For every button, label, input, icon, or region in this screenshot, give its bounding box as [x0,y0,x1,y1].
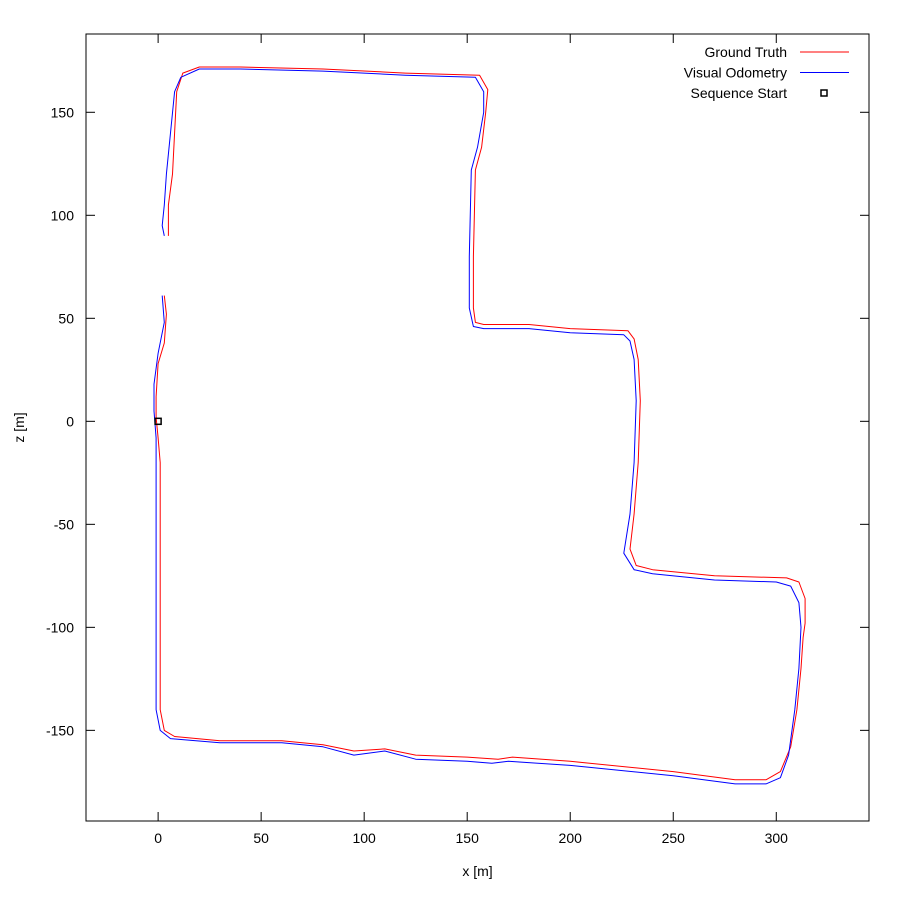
x-tick-label: 50 [253,830,269,846]
x-tick-label: 200 [559,830,583,846]
x-axis-label: x [m] [462,863,492,879]
x-tick-label: 100 [352,830,376,846]
y-tick-label: 0 [66,413,74,429]
y-tick-label: -50 [54,516,74,532]
plot-area [85,33,870,822]
x-tick-label: 300 [765,830,789,846]
x-tick-label: 250 [662,830,686,846]
y-axis: -150 -100 -50 0 50 100 150 [46,104,869,738]
x-tick-label: 150 [456,830,480,846]
legend-label-visual-odometry: Visual Odometry [684,65,787,81]
legend-swatch-sequence-start [820,89,828,97]
y-axis-label: z [m] [11,412,27,442]
legend-label-ground-truth: Ground Truth [705,44,788,60]
legend-label-sequence-start: Sequence Start [690,85,787,101]
x-tick-label: 0 [154,830,162,846]
y-tick-label: -100 [46,619,74,635]
visual-odometry-line [153,68,802,785]
x-axis: 0 50 100 150 200 250 300 [154,34,788,846]
y-tick-label: 100 [51,207,75,223]
y-tick-label: -150 [46,722,74,738]
y-tick-label: 50 [58,310,74,326]
y-tick-label: 150 [51,104,75,120]
plot-frame [85,33,870,822]
legend: Ground Truth Visual Odometry Sequence Star… [684,44,849,101]
ground-truth-line [155,66,806,781]
sequence-start-marker [154,417,162,426]
